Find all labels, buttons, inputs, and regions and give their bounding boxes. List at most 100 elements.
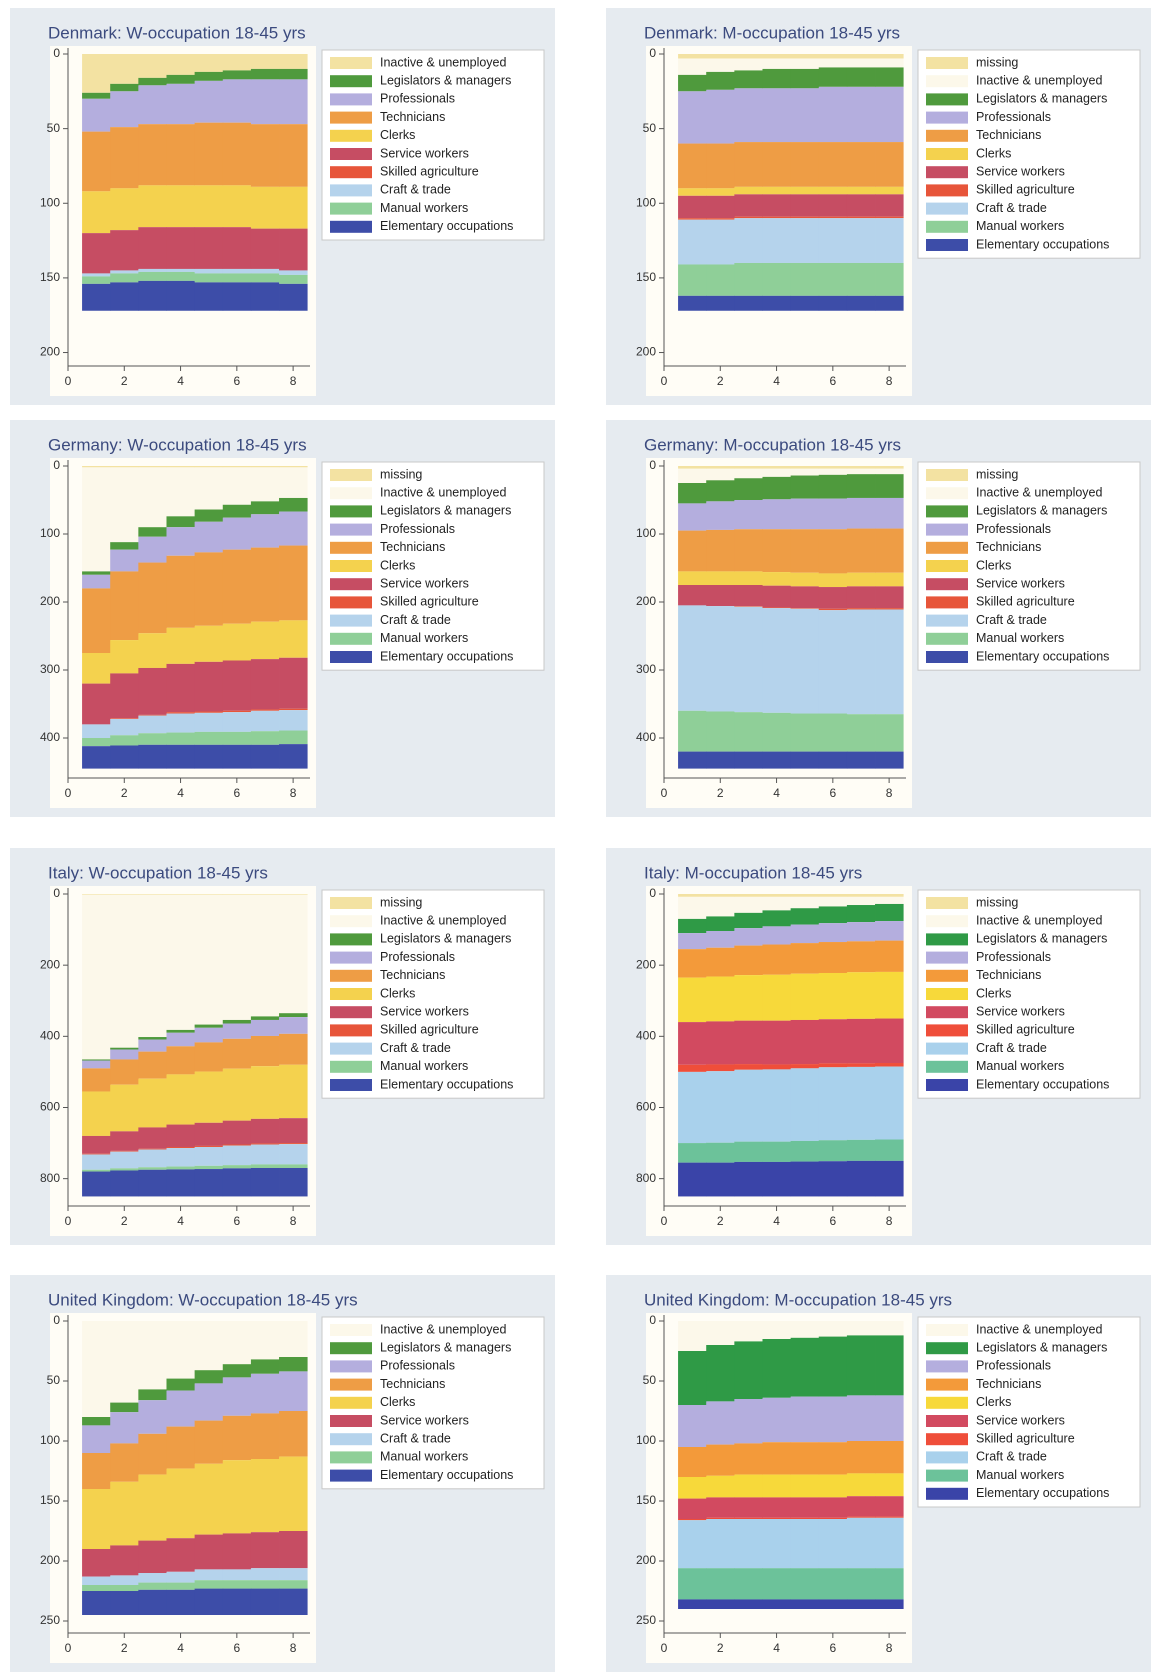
y-tick-label: 200 [636,345,656,359]
sequence-segment [818,1568,848,1600]
sequence-segment [279,620,308,658]
legend-swatch [330,1415,372,1427]
sequence-segment [790,894,820,897]
x-tick-label: 8 [290,1641,297,1655]
sequence-segment [790,1517,820,1519]
sequence-segment [110,1049,139,1060]
sequence-segment [762,572,792,586]
sequence-segment [734,1321,763,1342]
sequence-segment [818,262,848,296]
legend-swatch [330,1324,372,1336]
sequence-segment [138,1433,167,1475]
sequence-segment [875,1473,904,1497]
sequence-segment [250,710,280,732]
sequence-segment [222,466,252,468]
sequence-segment [279,1064,308,1119]
legend-label: Clerks [380,1395,415,1409]
y-tick-label: 400 [40,1028,60,1042]
sequence-segment [762,1064,792,1070]
sequence-segment [846,572,876,587]
legend-label: Manual workers [380,1450,468,1464]
sequence-segment [222,70,252,80]
legend-label: Professionals [380,1359,455,1373]
y-tick-label: 100 [40,195,60,209]
sequence-segment [875,1599,904,1609]
sequence-segment [790,88,820,143]
sequence-segment [138,227,167,269]
sequence-segment [166,627,196,664]
sequence-segment [138,1589,167,1615]
sequence-segment [222,1588,252,1615]
sequence-segment [678,74,707,92]
legend-label: Elementary occupations [380,1468,513,1482]
sequence-segment [82,738,111,747]
sequence-segment [678,264,707,296]
y-tick-label: 200 [40,1553,60,1567]
legend-label: Technicians [976,968,1041,982]
sequence-segment [82,1576,111,1585]
sequence-segment [166,516,196,528]
legend-label: Technicians [976,1377,1041,1391]
sequence-segment [706,195,735,219]
sequence-segment [138,1540,167,1573]
x-tick-label: 4 [177,374,184,388]
sequence-segment [875,466,904,469]
sequence-segment [875,216,904,219]
sequence-segment [250,621,280,660]
sequence-segment [194,1534,224,1570]
sequence-segment [706,896,735,917]
legend-label: Service workers [976,1413,1065,1427]
x-tick-label: 6 [233,1214,240,1228]
sequence-segment [678,218,707,220]
sequence-segment [194,1146,224,1166]
sequence-segment [222,1144,252,1146]
sequence-segment [818,194,848,217]
x-tick-label: 2 [121,1641,128,1655]
sequence-segment [818,972,848,1020]
sequence-segment [818,608,848,611]
sequence-segment [222,744,252,769]
legend-label: Service workers [976,576,1065,590]
sequence-segment [138,633,167,668]
sequence-segment [875,1063,904,1067]
legend-swatch [926,239,968,251]
sequence-segment [194,80,224,123]
sequence-segment [762,476,792,500]
sequence-segment [166,1321,196,1379]
chart-title: Denmark: M-occupation 18-45 yrs [644,23,900,42]
sequence-segment [166,1032,196,1047]
legend-label: Legislators & managers [380,1340,511,1354]
sequence-segment [222,623,252,661]
sequence-segment [678,466,707,469]
sequence-segment [250,124,280,187]
legend-swatch [330,614,372,627]
sequence-segment [250,547,280,622]
sequence-segment [678,896,707,919]
sequence-segment [138,744,167,769]
sequence-segment [110,1084,139,1132]
sequence-segment [166,268,196,272]
sequence-segment [194,1027,224,1043]
sequence-segment [138,77,167,86]
sequence-segment [734,606,763,713]
sequence-segment [166,1124,196,1147]
sequence-segment [706,1345,735,1402]
legend-label: Inactive & unemployed [976,913,1103,927]
sequence-segment [706,89,735,144]
sequence-segment [734,1020,763,1065]
legend-label: Legislators & managers [976,504,1107,518]
sequence-segment [818,1063,848,1068]
sequence-segment [875,921,904,941]
sequence-segment [818,1517,848,1519]
sequence-segment [110,718,139,719]
sequence-segment [194,1122,224,1146]
sequence-segment [82,1153,111,1155]
sequence-segment [279,274,308,284]
sequence-segment [846,295,876,311]
sequence-segment [222,710,252,713]
sequence-segment [790,1064,820,1069]
legend-label: Service workers [976,1004,1065,1018]
sequence-segment [734,1069,763,1142]
sequence-segment [250,466,280,468]
legend-swatch [926,1060,968,1073]
